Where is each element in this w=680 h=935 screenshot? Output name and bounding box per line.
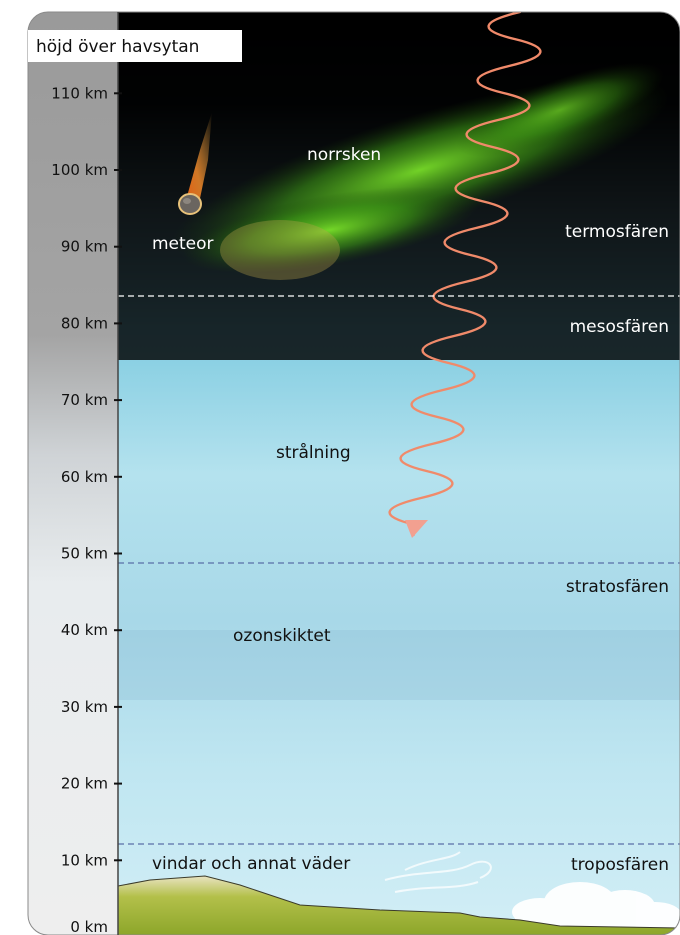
axis-title: höjd över havsytan (36, 37, 199, 57)
troposphere-label: troposfären (571, 855, 669, 875)
tick-label: 110 km (51, 84, 108, 102)
tick-label: 0 km (70, 918, 108, 935)
radiation-label: strålning (276, 442, 351, 463)
mesosphere-label: mesosfären (570, 317, 669, 337)
tick-label: 30 km (61, 698, 108, 716)
wind-swirl (384, 851, 492, 893)
ozone-label: ozonskiktet (233, 626, 331, 646)
tick-label: 90 km (61, 238, 108, 256)
tick-label: 60 km (61, 468, 108, 486)
altitude-axis-strip (28, 12, 118, 935)
aurora-label: norrsken (307, 145, 381, 165)
altitude-ticks: 0 km 10 km 20 km 30 km 40 km 50 km 60 km 70 km 8… (51, 84, 122, 935)
tick-label: 50 km (61, 545, 108, 563)
meteor (178, 112, 212, 215)
ozone-band (118, 630, 680, 700)
tick-label: 10 km (61, 851, 108, 869)
stratosphere-label: stratosfären (566, 577, 669, 597)
tick-label: 20 km (61, 775, 108, 793)
tick-label: 80 km (61, 314, 108, 332)
meteor-label: meteor (152, 234, 214, 254)
thermosphere-label: termosfären (565, 222, 669, 242)
radiation-wave (388, 12, 542, 538)
weather-label: vindar och annat väder (152, 854, 350, 874)
tick-label: 40 km (61, 621, 108, 639)
aurora (170, 62, 670, 280)
radiation-arrowhead (405, 520, 428, 538)
tick-label: 70 km (61, 391, 108, 409)
tick-label: 100 km (51, 161, 108, 179)
axis-title-box (28, 30, 242, 62)
ground (117, 875, 680, 935)
